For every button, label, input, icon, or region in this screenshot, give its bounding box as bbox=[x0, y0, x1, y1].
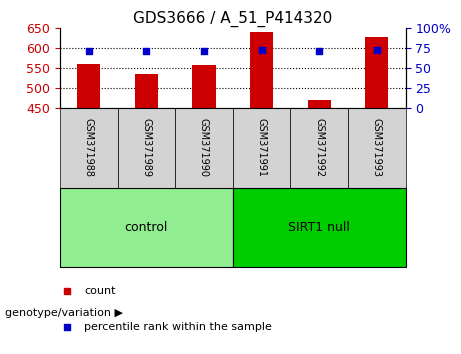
FancyBboxPatch shape bbox=[60, 188, 233, 267]
Point bbox=[315, 48, 323, 54]
Bar bbox=[193, 65, 216, 108]
Text: control: control bbox=[124, 221, 168, 234]
FancyBboxPatch shape bbox=[233, 188, 406, 267]
Text: GSM371991: GSM371991 bbox=[257, 118, 266, 177]
Bar bbox=[135, 74, 158, 108]
Title: GDS3666 / A_51_P414320: GDS3666 / A_51_P414320 bbox=[133, 11, 332, 27]
Text: genotype/variation ▶: genotype/variation ▶ bbox=[5, 308, 123, 318]
Point bbox=[85, 48, 92, 53]
Text: GSM371992: GSM371992 bbox=[314, 118, 324, 177]
Text: GSM371988: GSM371988 bbox=[84, 118, 94, 177]
Bar bbox=[77, 64, 100, 108]
Text: GSM371993: GSM371993 bbox=[372, 118, 382, 177]
FancyBboxPatch shape bbox=[290, 108, 348, 188]
FancyBboxPatch shape bbox=[118, 108, 175, 188]
FancyBboxPatch shape bbox=[60, 108, 118, 188]
Point bbox=[142, 48, 150, 54]
Bar bbox=[365, 37, 388, 108]
Point bbox=[200, 48, 207, 53]
Point bbox=[258, 47, 266, 53]
Text: SIRT1 null: SIRT1 null bbox=[288, 221, 350, 234]
Text: count: count bbox=[84, 286, 116, 296]
FancyBboxPatch shape bbox=[233, 108, 290, 188]
Point bbox=[292, 123, 299, 129]
FancyBboxPatch shape bbox=[348, 108, 406, 188]
Text: percentile rank within the sample: percentile rank within the sample bbox=[84, 322, 272, 332]
Bar bbox=[308, 100, 331, 108]
Bar bbox=[250, 32, 273, 108]
Text: GSM371990: GSM371990 bbox=[199, 118, 209, 177]
Point bbox=[373, 47, 381, 53]
Text: GSM371989: GSM371989 bbox=[142, 118, 151, 177]
FancyBboxPatch shape bbox=[175, 108, 233, 188]
